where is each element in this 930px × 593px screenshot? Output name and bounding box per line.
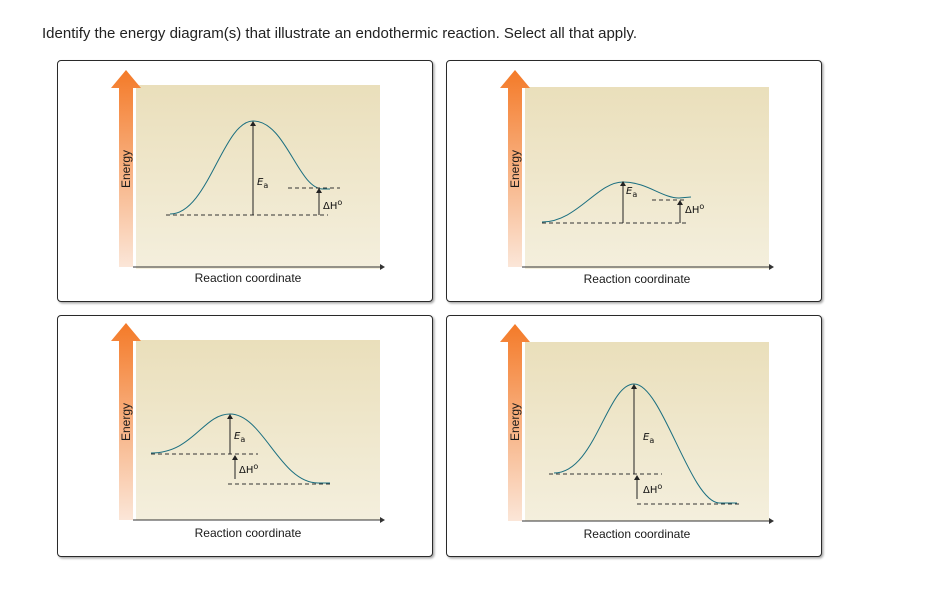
svg-text:ΔHo: ΔHo <box>643 482 662 496</box>
x-axis-label: Reaction coordinate <box>195 271 302 285</box>
svg-text:Ea: Ea <box>234 431 245 444</box>
plot-background <box>136 85 380 269</box>
x-axis-label: Reaction coordinate <box>584 527 691 541</box>
plot-background <box>136 340 380 520</box>
svg-text:ΔHo: ΔHo <box>323 198 342 212</box>
energy-diagram-d: Energy Reaction coordinate Ea ΔHo <box>500 324 774 541</box>
energy-diagram-c: Energy Reaction coordinate Ea ΔHo <box>111 323 385 540</box>
energy-arrow-icon <box>111 323 141 520</box>
svg-text:Ea: Ea <box>257 177 268 190</box>
x-axis-label: Reaction coordinate <box>195 526 302 540</box>
diagram-option-d[interactable]: Energy Reaction coordinate Ea ΔHo <box>446 315 822 557</box>
plot-background <box>525 342 769 521</box>
diagram-option-b[interactable]: Energy Reaction coordinate Ea ΔHo <box>446 60 822 302</box>
y-axis-label: Energy <box>508 150 522 188</box>
x-axis-label: Reaction coordinate <box>584 272 691 286</box>
y-axis-label: Energy <box>119 150 133 188</box>
svg-text:ΔHo: ΔHo <box>239 462 258 476</box>
svg-text:Ea: Ea <box>643 432 654 445</box>
energy-arrow-icon <box>500 324 530 521</box>
question-text: Identify the energy diagram(s) that illu… <box>42 25 638 42</box>
svg-text:Ea: Ea <box>626 186 637 199</box>
diagram-option-c[interactable]: Energy Reaction coordinate Ea ΔHo <box>57 315 433 557</box>
plot-background <box>525 87 769 269</box>
diagram-option-a[interactable]: Energy Reaction coordinate Ea ΔHo <box>57 60 433 302</box>
y-axis-label: Energy <box>508 403 522 441</box>
reaction-curve <box>553 383 737 504</box>
energy-diagram-b: Energy Reaction coordinate Ea ΔHo <box>500 70 774 286</box>
svg-text:ΔHo: ΔHo <box>685 202 704 216</box>
y-axis-label: Energy <box>119 403 133 441</box>
reaction-curve <box>150 413 330 484</box>
energy-arrow-icon <box>111 70 141 267</box>
energy-diagram-a: Energy Reaction coordinate Ea ΔHo <box>111 70 385 285</box>
energy-arrow-icon <box>500 70 530 267</box>
